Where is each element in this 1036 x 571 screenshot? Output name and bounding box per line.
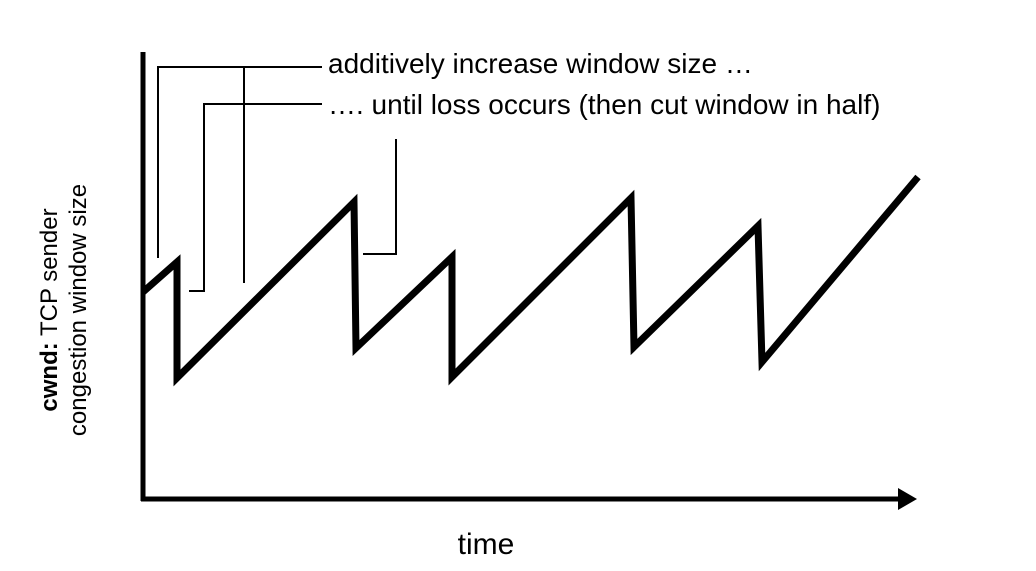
additive-callout-leader — [157, 66, 322, 258]
tcp-sender-label: TCP sender — [36, 208, 63, 343]
y-axis-label-line-1: cwnd: TCP sender — [35, 184, 64, 436]
loss-annotation: …. until loss occurs (then cut window in… — [328, 89, 881, 120]
x-axis-label: time — [457, 528, 515, 561]
additive-increase-annotation: additively increase window size … — [328, 48, 753, 79]
x-axis-arrowhead — [898, 488, 917, 510]
cwnd-label: cwnd: — [36, 342, 63, 412]
congestion-window-size-label: congestion window size — [65, 183, 92, 437]
y-axis-label: cwnd: TCP sender congestion window size — [35, 184, 93, 436]
cwnd-sawtooth-line — [140, 174, 921, 387]
loss-callout-leader — [189, 103, 322, 292]
loss-point-callout — [363, 139, 397, 255]
